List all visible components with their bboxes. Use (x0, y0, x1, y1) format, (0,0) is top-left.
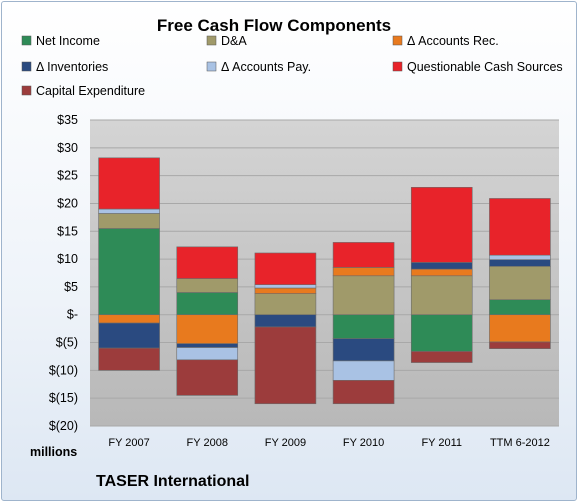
legend-label-capital-expenditure: Capital Expenditure (36, 84, 145, 98)
y-tick-label: $(10) (49, 363, 78, 377)
legend-label-accounts-pay: Δ Accounts Pay. (221, 60, 311, 74)
legend-label-net-income: Net Income (36, 34, 100, 48)
x-axis-ticks: FY 2007 FY 2008 FY 2009 FY 2010 FY 2011 TTM 6… (108, 437, 549, 449)
bar-segment-capital-expenditure (254, 326, 317, 405)
bar-segment-net-income (176, 292, 239, 316)
bar-segment-net-income (332, 314, 395, 339)
x-tick-label: FY 2007 (108, 437, 149, 449)
bar-segment-inventories (489, 259, 551, 267)
bar-segment-capital-expenditure (98, 347, 160, 371)
legend: Net Income D&A Δ Accounts Rec. Δ Inventorie… (21, 34, 563, 98)
bar-segment-d-a (489, 266, 551, 301)
legend-swatch-accounts-rec (392, 35, 403, 46)
y-tick-label: $(20) (49, 419, 78, 433)
legend-swatch-capital-expenditure (21, 85, 32, 96)
bar-segment-accounts-rec (410, 268, 473, 277)
bar-segment-d-a (254, 293, 317, 316)
x-tick-label: FY 2011 (421, 437, 462, 449)
bar-segment-questionable-cash-sources (489, 198, 551, 256)
y-tick-label: $5 (64, 280, 78, 294)
bar-segment-questionable-cash-sources (176, 246, 239, 279)
y-tick-label: $20 (57, 196, 78, 210)
y-tick-label: $(15) (49, 391, 78, 405)
x-tick-label: FY 2008 (187, 437, 228, 449)
bar-segment-d-a (98, 213, 160, 229)
bar-segment-capital-expenditure (410, 351, 473, 363)
bar-segment-inventories (98, 322, 160, 349)
bar-segment-questionable-cash-sources (254, 252, 317, 285)
legend-swatch-questionable-cash-sources (392, 61, 403, 72)
legend-label-accounts-rec: Δ Accounts Rec. (407, 34, 499, 48)
bar-segment-accounts-pay (332, 360, 395, 381)
bar-segment-inventories (254, 314, 317, 328)
y-axis-ticks: $35 $30 $25 $20 $15 $10 $5 $- $(5) $(10) $(15) $(20… (49, 113, 78, 433)
chart-title: Free Cash Flow Components (157, 16, 391, 35)
bar-segment-accounts-pay (254, 284, 317, 289)
bar-segment-capital-expenditure (332, 380, 395, 405)
bar-segment-accounts-rec (98, 314, 160, 324)
legend-swatch-inventories (21, 61, 32, 72)
bar-segment-accounts-rec (254, 287, 317, 294)
y-tick-label: $35 (57, 113, 78, 127)
bar-segment-accounts-pay (489, 254, 551, 260)
x-tick-label: FY 2010 (343, 437, 384, 449)
legend-swatch-net-income (21, 35, 32, 46)
bar-segment-d-a (410, 275, 473, 316)
bars (98, 157, 551, 405)
y-tick-label: $30 (57, 141, 78, 155)
unit-label: millions (30, 445, 77, 459)
legend-label-inventories: Δ Inventories (36, 60, 108, 74)
bar-segment-net-income (489, 299, 551, 316)
y-tick-label: $25 (57, 169, 78, 183)
y-tick-label: $- (67, 308, 78, 322)
bar-segment-inventories (410, 262, 473, 270)
legend-swatch-accounts-pay (206, 61, 217, 72)
company-label: TASER International (96, 473, 250, 490)
bar-segment-capital-expenditure (176, 359, 239, 396)
legend-label-d-a: D&A (221, 34, 247, 48)
bar-segment-d-a (332, 275, 395, 316)
y-tick-label: $15 (57, 224, 78, 238)
bar-segment-accounts-rec (176, 314, 239, 344)
legend-swatch-d-a (206, 35, 217, 46)
bar-segment-net-income (98, 228, 160, 316)
bar-segment-d-a (176, 278, 239, 293)
bar-segment-questionable-cash-sources (332, 242, 395, 268)
y-tick-label: $10 (57, 252, 78, 266)
bar-segment-net-income (410, 314, 473, 352)
plot-area (90, 120, 559, 426)
bar-segment-questionable-cash-sources (98, 157, 160, 210)
bar-segment-questionable-cash-sources (410, 187, 473, 263)
bar-segment-accounts-pay (98, 208, 160, 214)
y-tick-label: $(5) (56, 336, 78, 350)
x-tick-label: TTM 6-2012 (490, 437, 550, 449)
bar-segment-capital-expenditure (489, 341, 551, 349)
legend-label-questionable-cash-sources: Questionable Cash Sources (407, 60, 563, 74)
bar-segment-accounts-pay (176, 347, 239, 361)
bar-segment-accounts-rec (332, 267, 395, 277)
bar-segment-inventories (176, 343, 239, 348)
bar-segment-accounts-rec (489, 314, 551, 343)
gridlines (90, 119, 559, 427)
x-tick-label: FY 2009 (265, 437, 306, 449)
bar-segment-inventories (332, 338, 395, 362)
